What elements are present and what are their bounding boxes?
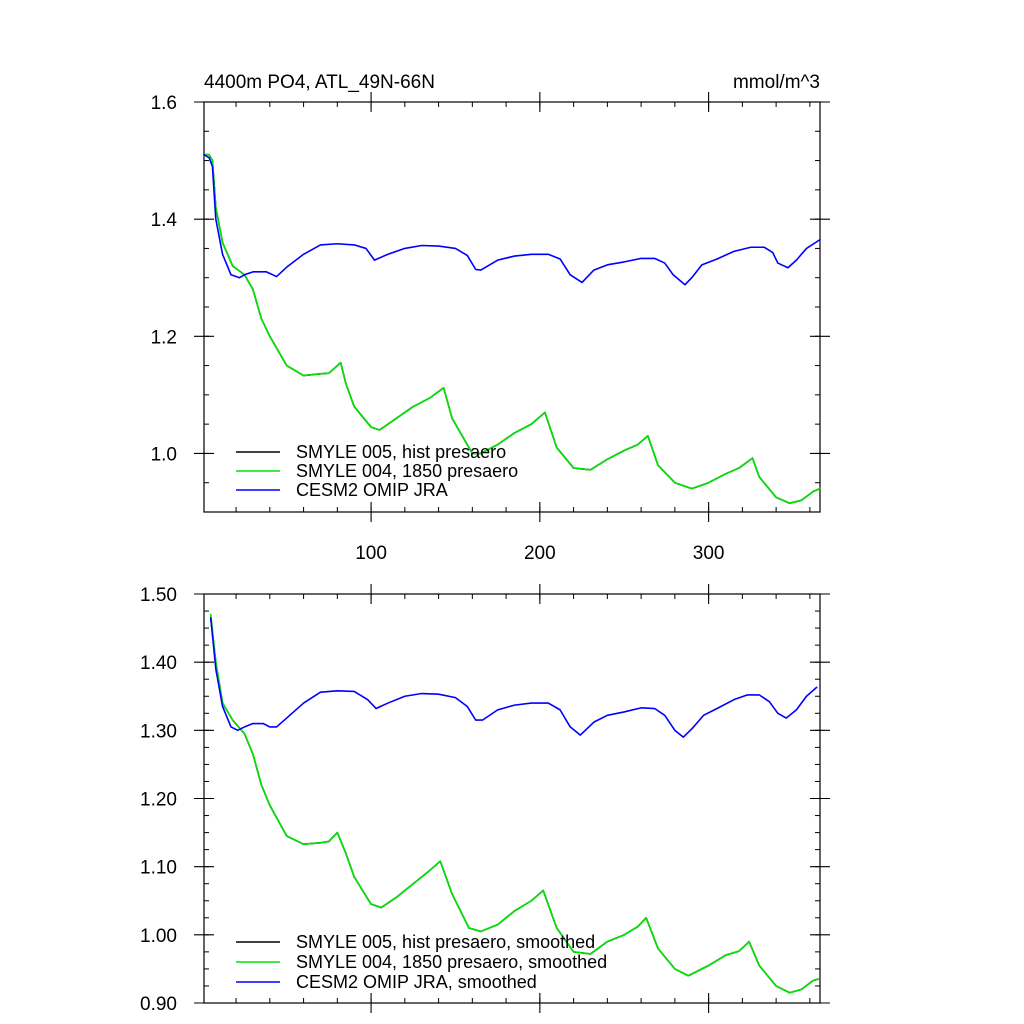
top-panel: 1.0 1.2 1.4 1.6 100 200 300 4400m PO4, ATL_49N-… [151,72,830,564]
y-tick-label: 1.4 [151,210,178,231]
legend-label: SMYLE 005, hist presaero [296,442,506,462]
y-tick-label: 0.90 [140,994,177,1015]
y-tick-label: 1.6 [151,93,177,114]
legend: SMYLE 005, hist presaero, smoothedSMYLE … [236,932,607,992]
y-axis: 0.90 1.00 1.10 1.20 1.30 1.40 1.50 [140,585,830,1015]
legend-label: SMYLE 004, 1850 presaero [296,461,518,481]
bottom-panel: 0.90 1.00 1.10 1.20 1.30 1.40 1.50 SMYLE 005, h… [140,584,830,1015]
x-tick-label: 200 [524,543,556,564]
y-tick-label: 1.00 [140,926,177,947]
chart-title: 4400m PO4, ATL_49N-66N [204,72,435,93]
legend-label: SMYLE 004, 1850 presaero, smoothed [296,952,607,972]
y-tick-label: 1.40 [140,653,177,674]
units-label: mmol/m^3 [733,72,820,93]
x-axis: 100 200 300 [235,92,811,564]
y-tick-label: 1.20 [140,790,177,811]
y-tick-label: 1.2 [151,327,177,348]
series-lines [203,153,821,505]
legend-label: CESM2 OMIP JRA [296,480,448,500]
series-line-1 [203,153,821,505]
series-line-2 [209,617,818,738]
y-tick-label: 1.10 [140,858,177,879]
series-line-1 [209,613,820,994]
legend-label: CESM2 OMIP JRA, smoothed [296,972,537,992]
x-tick-label: 300 [693,543,725,564]
x-tick-label: 100 [355,543,387,564]
y-axis: 1.0 1.2 1.4 1.6 [151,93,830,513]
series-lines [209,613,820,994]
x-axis [235,584,811,1013]
series-line-2 [203,153,821,286]
y-tick-label: 1.30 [140,721,177,742]
y-tick-label: 1.0 [151,444,177,465]
y-tick-label: 1.50 [140,585,177,606]
legend-label: SMYLE 005, hist presaero, smoothed [296,932,595,952]
